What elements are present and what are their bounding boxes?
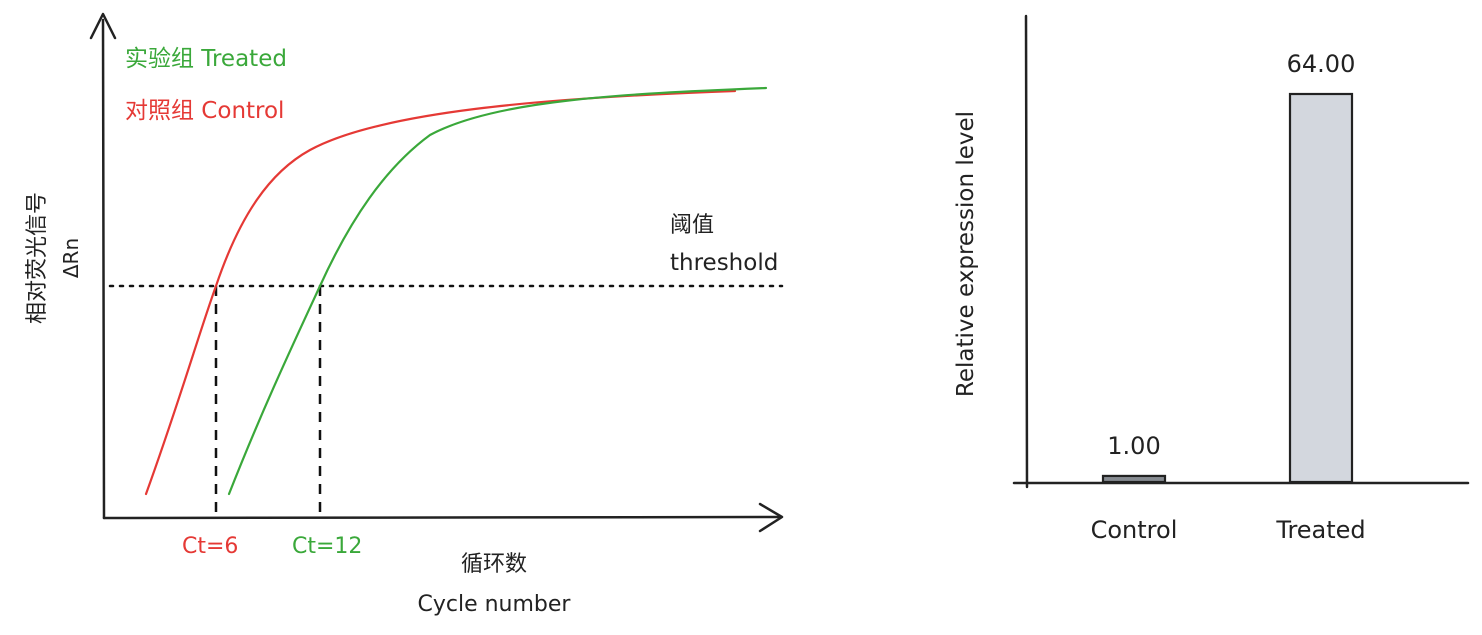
bar-value-label-control: 1.00 bbox=[1107, 432, 1160, 460]
legend-treated: 实验组 Treated bbox=[125, 46, 287, 72]
expression-bar-chart: Relative expression level 1.00 Control 64.… bbox=[953, 14, 1470, 544]
bar-treated bbox=[1288, 92, 1354, 484]
threshold-label-line1: 阈值 bbox=[670, 213, 714, 238]
bar-y-axis bbox=[1024, 14, 1029, 489]
y-axis-label-line2: ΔRn bbox=[59, 238, 83, 278]
bar-value-label-treated: 64.00 bbox=[1287, 50, 1356, 78]
y-axis-label-line1: 相对荧光信号 bbox=[25, 192, 50, 324]
amplification-chart: 实验组 Treated 对照组 Control 相对荧光信号 ΔRn 阈值 th… bbox=[25, 12, 784, 617]
bar-y-axis-label: Relative expression level bbox=[953, 111, 979, 397]
bars-layer: 1.00 Control 64.00 Treated bbox=[1091, 50, 1366, 544]
x-axis-label-line2: Cycle number bbox=[418, 592, 572, 617]
x-axis bbox=[102, 515, 782, 520]
series-control-curve bbox=[144, 89, 737, 496]
ct-label-control: Ct=6 bbox=[182, 534, 238, 559]
y-axis-arrowhead bbox=[89, 12, 117, 40]
x-axis-label-line1: 循环数 bbox=[461, 552, 527, 577]
x-axis-arrowhead bbox=[758, 502, 784, 533]
legend-control: 对照组 Control bbox=[125, 98, 284, 124]
bar-category-label-treated: Treated bbox=[1275, 516, 1365, 544]
ct-label-treated: Ct=12 bbox=[292, 534, 362, 559]
series-treated-curve bbox=[227, 86, 768, 496]
y-axis bbox=[101, 18, 106, 520]
threshold-label-line2: threshold bbox=[670, 250, 778, 276]
bar-control bbox=[1101, 474, 1167, 484]
bar-category-label-control: Control bbox=[1091, 516, 1178, 544]
